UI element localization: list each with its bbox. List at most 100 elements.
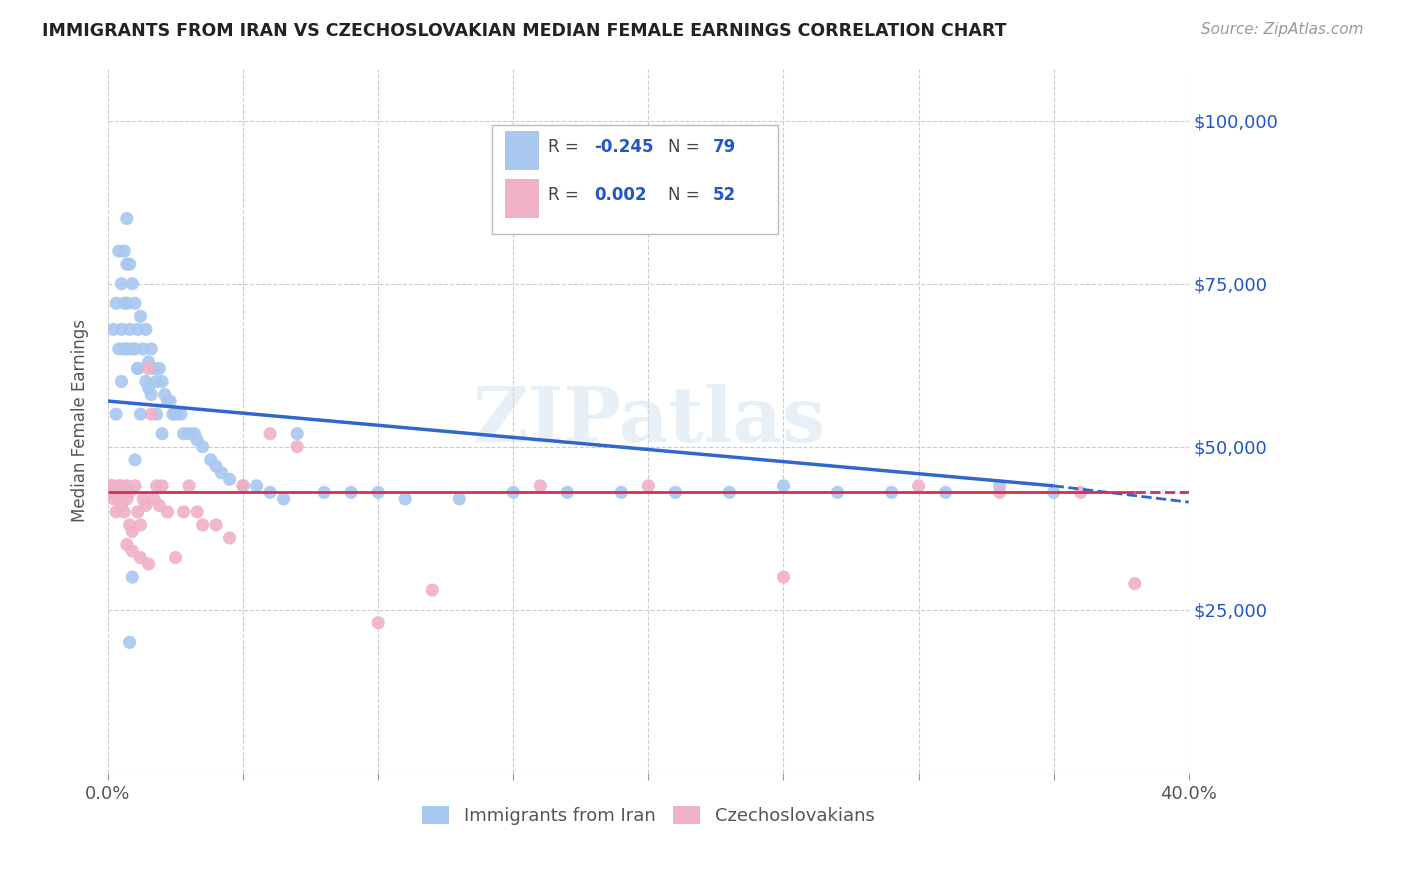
Point bbox=[110, 322, 132, 336]
Point bbox=[121, 570, 143, 584]
Point bbox=[107, 491, 129, 506]
Point bbox=[449, 491, 471, 506]
Point bbox=[138, 361, 160, 376]
Point bbox=[115, 296, 138, 310]
Point bbox=[165, 550, 187, 565]
Legend: Immigrants from Iran, Czechoslovakians: Immigrants from Iran, Czechoslovakians bbox=[413, 797, 884, 834]
Point bbox=[100, 479, 122, 493]
Point bbox=[367, 485, 389, 500]
Point bbox=[124, 296, 146, 310]
Point bbox=[112, 505, 135, 519]
Point bbox=[145, 407, 167, 421]
Point bbox=[935, 485, 957, 500]
Point bbox=[135, 499, 157, 513]
Point bbox=[141, 407, 163, 421]
Point bbox=[664, 485, 686, 500]
Point bbox=[110, 375, 132, 389]
Text: 52: 52 bbox=[713, 186, 737, 204]
Point bbox=[988, 485, 1011, 500]
Point bbox=[218, 472, 240, 486]
Point bbox=[156, 505, 179, 519]
Text: R =: R = bbox=[548, 138, 583, 156]
Text: IMMIGRANTS FROM IRAN VS CZECHOSLOVAKIAN MEDIAN FEMALE EARNINGS CORRELATION CHART: IMMIGRANTS FROM IRAN VS CZECHOSLOVAKIAN … bbox=[42, 22, 1007, 40]
Point bbox=[186, 505, 208, 519]
Point bbox=[129, 407, 152, 421]
Point bbox=[115, 257, 138, 271]
Point bbox=[159, 394, 181, 409]
Text: ZIPatlas: ZIPatlas bbox=[472, 384, 825, 458]
Point bbox=[340, 485, 363, 500]
Point bbox=[127, 361, 149, 376]
Point bbox=[141, 387, 163, 401]
Point bbox=[112, 485, 135, 500]
Point bbox=[124, 452, 146, 467]
FancyBboxPatch shape bbox=[505, 131, 540, 169]
Point bbox=[232, 479, 254, 493]
Point bbox=[110, 479, 132, 493]
Point bbox=[772, 479, 794, 493]
Point bbox=[718, 485, 741, 500]
Text: 0.002: 0.002 bbox=[595, 186, 647, 204]
Point bbox=[148, 361, 170, 376]
Point bbox=[177, 479, 200, 493]
Y-axis label: Median Female Earnings: Median Female Earnings bbox=[72, 319, 89, 522]
Point bbox=[118, 635, 141, 649]
Point bbox=[115, 211, 138, 226]
FancyBboxPatch shape bbox=[505, 179, 540, 218]
Point bbox=[211, 466, 233, 480]
Point bbox=[285, 426, 308, 441]
Point bbox=[259, 485, 281, 500]
Point bbox=[232, 479, 254, 493]
Point bbox=[124, 342, 146, 356]
Point bbox=[907, 479, 929, 493]
Point bbox=[142, 491, 165, 506]
Point bbox=[127, 505, 149, 519]
Point bbox=[880, 485, 903, 500]
Point bbox=[129, 550, 152, 565]
Point bbox=[186, 433, 208, 447]
Point bbox=[105, 407, 128, 421]
Point bbox=[285, 440, 308, 454]
Point bbox=[127, 322, 149, 336]
Point bbox=[367, 615, 389, 630]
Point bbox=[420, 583, 443, 598]
Point bbox=[129, 518, 152, 533]
Point bbox=[132, 342, 155, 356]
Point bbox=[105, 296, 128, 310]
Point bbox=[218, 531, 240, 545]
Point bbox=[105, 485, 128, 500]
Text: N =: N = bbox=[668, 138, 704, 156]
Point bbox=[988, 479, 1011, 493]
Point bbox=[110, 277, 132, 291]
Point bbox=[121, 277, 143, 291]
Text: -0.245: -0.245 bbox=[595, 138, 654, 156]
Point bbox=[394, 491, 416, 506]
Point bbox=[138, 381, 160, 395]
Point bbox=[115, 491, 138, 506]
Point bbox=[100, 479, 122, 493]
Point bbox=[205, 518, 228, 533]
Point bbox=[127, 361, 149, 376]
Point bbox=[110, 499, 132, 513]
Point bbox=[637, 479, 659, 493]
Point bbox=[141, 342, 163, 356]
Point bbox=[112, 342, 135, 356]
Point bbox=[121, 342, 143, 356]
Point bbox=[183, 426, 205, 441]
Point bbox=[115, 537, 138, 551]
Point bbox=[103, 322, 125, 336]
Point bbox=[129, 310, 152, 324]
Point bbox=[112, 244, 135, 258]
Point bbox=[105, 505, 128, 519]
Point bbox=[170, 407, 193, 421]
Point bbox=[156, 394, 179, 409]
Point bbox=[118, 257, 141, 271]
Point bbox=[827, 485, 849, 500]
Point bbox=[557, 485, 579, 500]
Point bbox=[610, 485, 633, 500]
Point bbox=[191, 440, 214, 454]
Point bbox=[135, 322, 157, 336]
Point bbox=[145, 479, 167, 493]
Point bbox=[107, 342, 129, 356]
Point bbox=[173, 505, 195, 519]
